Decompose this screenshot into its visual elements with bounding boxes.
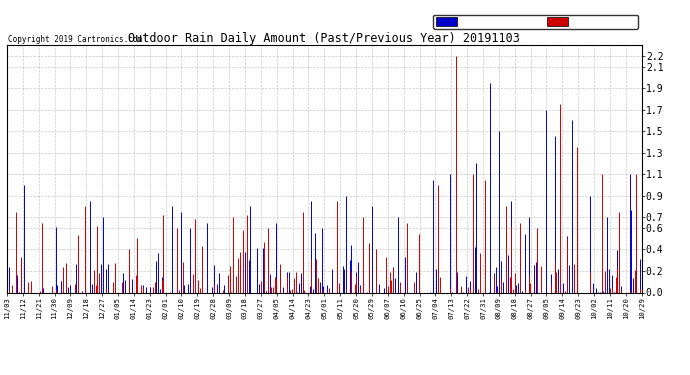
Legend: Previous (Inches), Past (Inches): Previous (Inches), Past (Inches) xyxy=(433,15,638,28)
Title: Outdoor Rain Daily Amount (Past/Previous Year) 20191103: Outdoor Rain Daily Amount (Past/Previous… xyxy=(128,32,520,45)
Text: Copyright 2019 Cartronics.com: Copyright 2019 Cartronics.com xyxy=(8,35,141,44)
